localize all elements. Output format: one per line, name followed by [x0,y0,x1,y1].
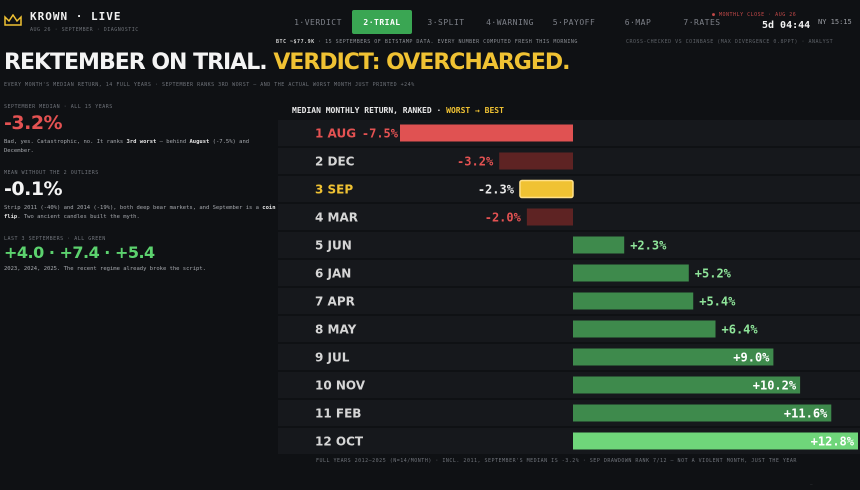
value-label-4-mar: -2.0% [485,211,522,225]
ticker-text: · 15 SEPTEMBERS OF BITSTAMP DATA. EVERY … [314,39,578,45]
tab-bar: 1·VERDICT 2·TRIAL 3·SPLIT 4·WARNING 5·PA… [288,10,736,34]
category-label-11-feb: 11 FEB [315,407,361,421]
category-label-6-jan: 6 JAN [315,267,351,281]
chart-title-text: MEDIAN MONTHLY RETURN, RANKED · [292,106,447,115]
bar-10-nov [573,376,801,394]
chart-row-bg [278,288,860,314]
value-label-9-jul: +9.0% [733,351,770,365]
chart-row-bg [278,232,860,258]
chart-row-bg [278,260,860,286]
headline: REKTEMBER ON TRIAL. VERDICT: OVERCHARGED… [4,50,571,75]
headline-part-2: VERDICT: OVERCHARGED. [273,50,570,75]
tab-rates[interactable]: 7·RATES [683,17,721,27]
bar-7-apr [573,292,694,310]
ranked-bar-chart: 1 AUG -7.5% 2 DEC -3.2% 3 SEP -2.3% 4 MAR -2.0%… [278,120,860,454]
bar-8-may [573,320,716,338]
ny-time: NY 15:15 [818,18,852,26]
tab-verdict[interactable]: 1·VERDICT [294,17,342,27]
stat-2-value: -0.1% [4,178,63,200]
value-label-8-may: +6.4% [722,323,759,337]
value-label-10-nov: +10.2% [753,379,797,393]
brand-subtitle: AUG 26 · SEPTEMBER · DIAGNOSTIC [30,27,139,33]
value-label-1-aug: -7.5% [362,127,399,141]
value-label-3-sep: -2.3% [478,183,515,197]
brand-title: KROWN · LIVE [30,10,122,23]
category-label-8-may: 8 MAY [315,323,357,337]
category-label-10-nov: 10 NOV [315,379,366,393]
tab-map[interactable]: 6·MAP [624,17,652,27]
headline-subline: EVERY MONTH'S MEDIAN RETURN, 14 FULL YEA… [4,82,415,88]
chart-title: MEDIAN MONTHLY RETURN, RANKED · WORST → … [292,106,504,115]
stat-1-note: Bad, yes. Catastrophic, no. It ranks 3rd… [4,139,250,154]
tab-split[interactable]: 3·SPLIT [427,17,465,27]
bar-1-aug [400,124,573,142]
category-label-12-oct: 12 OCT [315,435,364,449]
value-label-6-jan: +5.2% [695,267,732,281]
stat-1-value: -3.2% [4,112,63,134]
headline-part-1: REKTEMBER ON TRIAL. [4,50,268,75]
category-label-7-apr: 7 APR [315,295,355,309]
tab-trial[interactable]: 2·TRIAL [352,10,412,34]
ticker-right: CROSS-CHECKED VS COINBASE (MAX DIVERGENC… [626,39,834,45]
stat-1-label: SEPTEMBER MEDIAN · ALL 15 YEARS [4,104,113,110]
bar-5-jun [573,236,625,254]
tab-payoff[interactable]: 5·PAYOFF [552,17,596,27]
bar-11-feb [573,404,832,422]
ticker-price: BTC ~$77.9K [276,39,315,45]
value-label-5-jun: +2.3% [630,239,667,253]
bar-3-sep [519,179,574,199]
bar-9-jul [573,348,774,366]
category-label-3-sep: 3 SEP [315,183,353,197]
crown-icon [4,14,22,26]
chart-row-bg [278,316,860,342]
stat-3-label: LAST 3 SEPTEMBERS · ALL GREEN [4,236,106,242]
chart-title-highlight: WORST → BEST [446,106,504,115]
value-label-12-oct: +12.8% [811,435,855,449]
bar-2-dec [499,152,573,170]
chart-footer: FULL YEARS 2012–2025 (N=14/MONTH) · INCL… [316,458,797,464]
category-label-5-jun: 5 JUN [315,239,352,253]
value-label-2-dec: -3.2% [457,155,494,169]
close-countdown: 5d 04:44 [762,20,811,31]
ticker: BTC ~$77.9K · 15 SEPTEMBERS OF BITSTAMP … [276,39,578,45]
stat-2-note: Strip 2011 (-40%) and 2014 (-19%), both … [4,205,276,220]
stat-3-note: 2023, 2024, 2025. The recent regime alre… [4,266,206,272]
close-countdown-label: ● MONTHLY CLOSE · AUG 26 [712,12,797,18]
value-label-7-apr: +5.4% [699,295,736,309]
bar-4-mar [526,208,573,226]
category-label-9-jul: 9 JUL [315,351,350,365]
value-label-11-feb: +11.6% [784,407,828,421]
stat-3-value: +4.0 · +7.4 · +5.4 [4,243,155,262]
category-label-2-dec: 2 DEC [315,155,355,169]
category-label-1-aug: 1 AUG [315,127,356,141]
bar-6-jan [573,264,689,282]
stat-2-label: MEAN WITHOUT THE 2 OUTLIERS [4,170,99,176]
bar-12-oct [573,432,858,450]
category-label-4-mar: 4 MAR [315,211,358,225]
top-bar: KROWN · LIVE AUG 26 · SEPTEMBER · DIAGNO… [0,0,860,36]
tab-warning[interactable]: 4·WARNING [486,17,534,27]
corner-mark: ⋯ [810,482,813,487]
